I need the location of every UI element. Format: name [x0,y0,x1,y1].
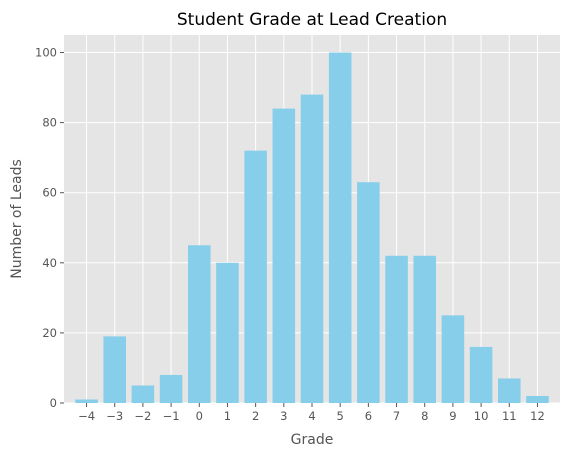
x-axis-ticks: −4 −3 −2 −1 0 1 2 3 4 5 6 7 8 9 10 11 12 [78,403,545,423]
x-axis-label: Grade [291,432,334,448]
bar [413,255,436,403]
bar [498,378,521,403]
x-tick-label: 10 [474,409,489,423]
bar [188,245,211,403]
x-tick-label: −4 [78,409,95,423]
y-tick-label: 60 [42,186,57,200]
bar [328,52,352,404]
bar [216,262,239,403]
x-tick-label: 9 [449,409,456,423]
bar [75,399,98,403]
bar [159,374,183,403]
bar [272,108,296,403]
x-tick-label: 3 [280,409,287,423]
bar [300,94,324,403]
bar [441,315,465,403]
y-tick-label: 100 [35,46,57,60]
bar [526,395,549,403]
x-tick-label: 4 [308,409,315,423]
x-tick-label: 5 [337,409,344,423]
x-tick-label: 11 [502,409,517,423]
x-tick-label: −1 [163,409,180,423]
y-tick-label: 0 [50,396,57,410]
x-tick-label: 12 [530,409,545,423]
bar [131,385,155,403]
y-tick-label: 40 [42,256,57,270]
y-tick-label: 20 [42,326,57,340]
x-tick-label: 7 [393,409,400,423]
chart-title: Student Grade at Lead Creation [177,10,447,30]
bar [103,336,126,403]
y-axis-label: Number of Leads [9,159,25,279]
x-tick-label: 8 [421,409,428,423]
y-tick-label: 80 [42,116,57,130]
bar-layer [75,52,549,404]
x-tick-label: −2 [134,409,151,423]
x-tick-label: 1 [224,409,231,423]
bar [357,182,380,403]
bar [385,255,408,403]
y-axis-ticks: 0 20 40 60 80 100 [35,46,64,410]
x-tick-label: 6 [365,409,372,423]
x-tick-label: 2 [252,409,259,423]
x-tick-label: −3 [106,409,123,423]
x-tick-label: 0 [196,409,203,423]
bar [469,346,493,403]
bar [244,150,267,403]
